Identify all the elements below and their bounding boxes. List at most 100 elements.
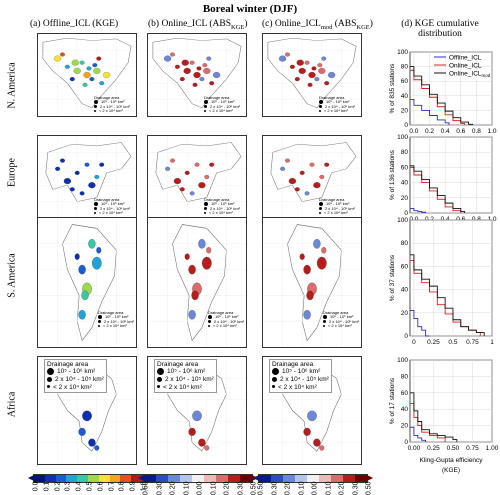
x-tick-label: 1 [490,339,494,346]
station-dot [298,67,306,74]
station-dot [209,162,215,167]
legend-label: Offline_ICL [449,54,482,61]
colorbar-segment [55,475,67,482]
legend-item: < 2 x 10⁴ km² [93,211,130,216]
y-axis-label: % of 136 stations [389,149,396,200]
station-dot [317,63,323,68]
colorbar-segment [283,475,295,482]
colorbar-segment [343,475,355,482]
station-dot [63,178,72,185]
map-svg [38,34,136,116]
legend-item: 2 x 10⁴ - 10⁵ km² [97,319,134,325]
station-dot [303,309,311,320]
legend-item: 2 x 10⁴ - 10⁵ km² [203,206,240,212]
column-header-b-text: (b) Online_ICL (ABS [148,19,232,29]
colorbar-segment [319,475,331,482]
station-dot [99,81,105,86]
station-dot [299,170,305,175]
station-dot [196,66,202,71]
legend-title: Drainage area [93,94,120,100]
station-dot [316,256,327,270]
y-tick-label: 100 [397,134,408,141]
station-dot [179,187,185,192]
station-dot [314,77,320,82]
map-svg [148,136,246,218]
y-tick-label: 80 [401,240,409,247]
x-tick-label: 0.25 [427,445,440,452]
station-dot [311,66,317,71]
station-dot [173,178,182,185]
colorbar-segment [240,475,252,482]
legend-item: < 2 x 10⁴ km² [157,384,214,391]
map-panel-r2-c2: Drainage area 10⁵ - 10⁶ km² 2 x 10⁴ - 10⁵ … [262,217,362,348]
drainage-legend: Drainage area 10⁵ - 10⁶ km² 2 x 10⁴ - 10⁵ … [154,359,217,394]
legend-item: 2 x 10⁴ - 10⁵ km² [207,319,244,325]
station-dot [192,410,202,422]
legend-item: 2 x 10⁴ - 10⁵ km² [203,104,240,110]
station-dot [189,60,195,65]
colorbar-segment [156,475,168,482]
legend-item: 10⁵ - 10⁶ km² [322,314,359,320]
legend-item: 10⁵ - 10⁶ km² [157,368,214,376]
cdf-panel-0: 0 20 40 60 80 100 0.0 0.2 0.4 0.6 0.8 1.0 % of 835 s… [389,49,497,135]
column-header-d-line2: distribution [418,29,462,39]
colorbar-segment [168,475,180,482]
y-axis-label: % of 17 stations [389,377,396,424]
y-tick-label: 80 [401,373,409,380]
station-dot [285,52,290,57]
station-dot [198,182,206,189]
station-dot [78,309,86,320]
station-dot [299,253,305,260]
colorbar-segment [216,475,228,482]
column-header-b: (b) Online_ICL (ABSKGE) [148,19,248,31]
colorbar-segment [307,475,319,482]
legend-title: Drainage area [207,309,234,315]
legend-item: 10⁵ - 10⁶ km² [47,368,104,376]
station-dot [165,166,171,171]
column-header-c-sub: KGE [356,23,370,31]
legend-title: Drainage area [93,196,120,202]
colorbar-segment [77,475,88,482]
column-header-d: (d) KGE cumulative distribution [390,19,490,39]
station-dot [203,67,211,74]
station-dot [198,438,206,447]
colorbar-segment [44,475,56,482]
drainage-legend: Drainage area 10⁵ - 10⁶ km² 2 x 10⁴ - 10⁵ … [93,94,130,114]
legend-item: 10⁵ - 10⁶ km² [272,368,329,376]
y-tick-label: 100 [397,357,408,364]
station-dot [82,82,88,87]
station-dot [74,253,80,260]
map-panel-r2-c1: Drainage area 10⁵ - 10⁶ km² 2 x 10⁴ - 10⁵ … [147,217,247,348]
drainage-legend: Drainage area 10⁵ - 10⁶ km² 2 x 10⁴ - 10⁵ … [97,309,134,329]
station-dot [83,71,91,79]
station-dot [181,59,189,66]
station-dot [309,162,315,167]
y-tick-label: 60 [401,263,409,270]
legend-title: Drainage area [97,309,124,315]
y-tick-label: 20 [401,195,409,202]
drainage-legend: Drainage area 10⁵ - 10⁶ km² 2 x 10⁴ - 10⁵ … [269,359,332,394]
y-axis-label: % of 835 stations [389,63,396,114]
y-tick-label: 40 [401,406,409,413]
station-dot [102,71,111,79]
series-line [410,426,427,442]
station-dot [163,55,172,62]
colorbar-segment [34,475,45,482]
legend-item: < 2 x 10⁴ km² [322,324,359,329]
station-dot [308,71,316,79]
station-dot [198,239,206,249]
station-dot [313,182,321,189]
legend-item: 2 x 10⁴ - 10⁵ km² [93,206,130,212]
y-tick-label: 0 [404,122,408,129]
series-line [410,310,430,337]
station-dot [324,81,330,86]
station-dot [278,55,287,62]
station-dot [64,64,70,69]
legend-item: < 2 x 10⁴ km² [318,211,355,216]
colorbar-segment [87,475,99,482]
drainage-legend: Drainage area 10⁵ - 10⁶ km² 2 x 10⁴ - 10⁵ … [322,310,359,329]
legend-item: 2 x 10⁴ - 10⁵ km² [272,376,329,383]
station-dot [306,290,314,301]
station-dot [74,170,80,175]
